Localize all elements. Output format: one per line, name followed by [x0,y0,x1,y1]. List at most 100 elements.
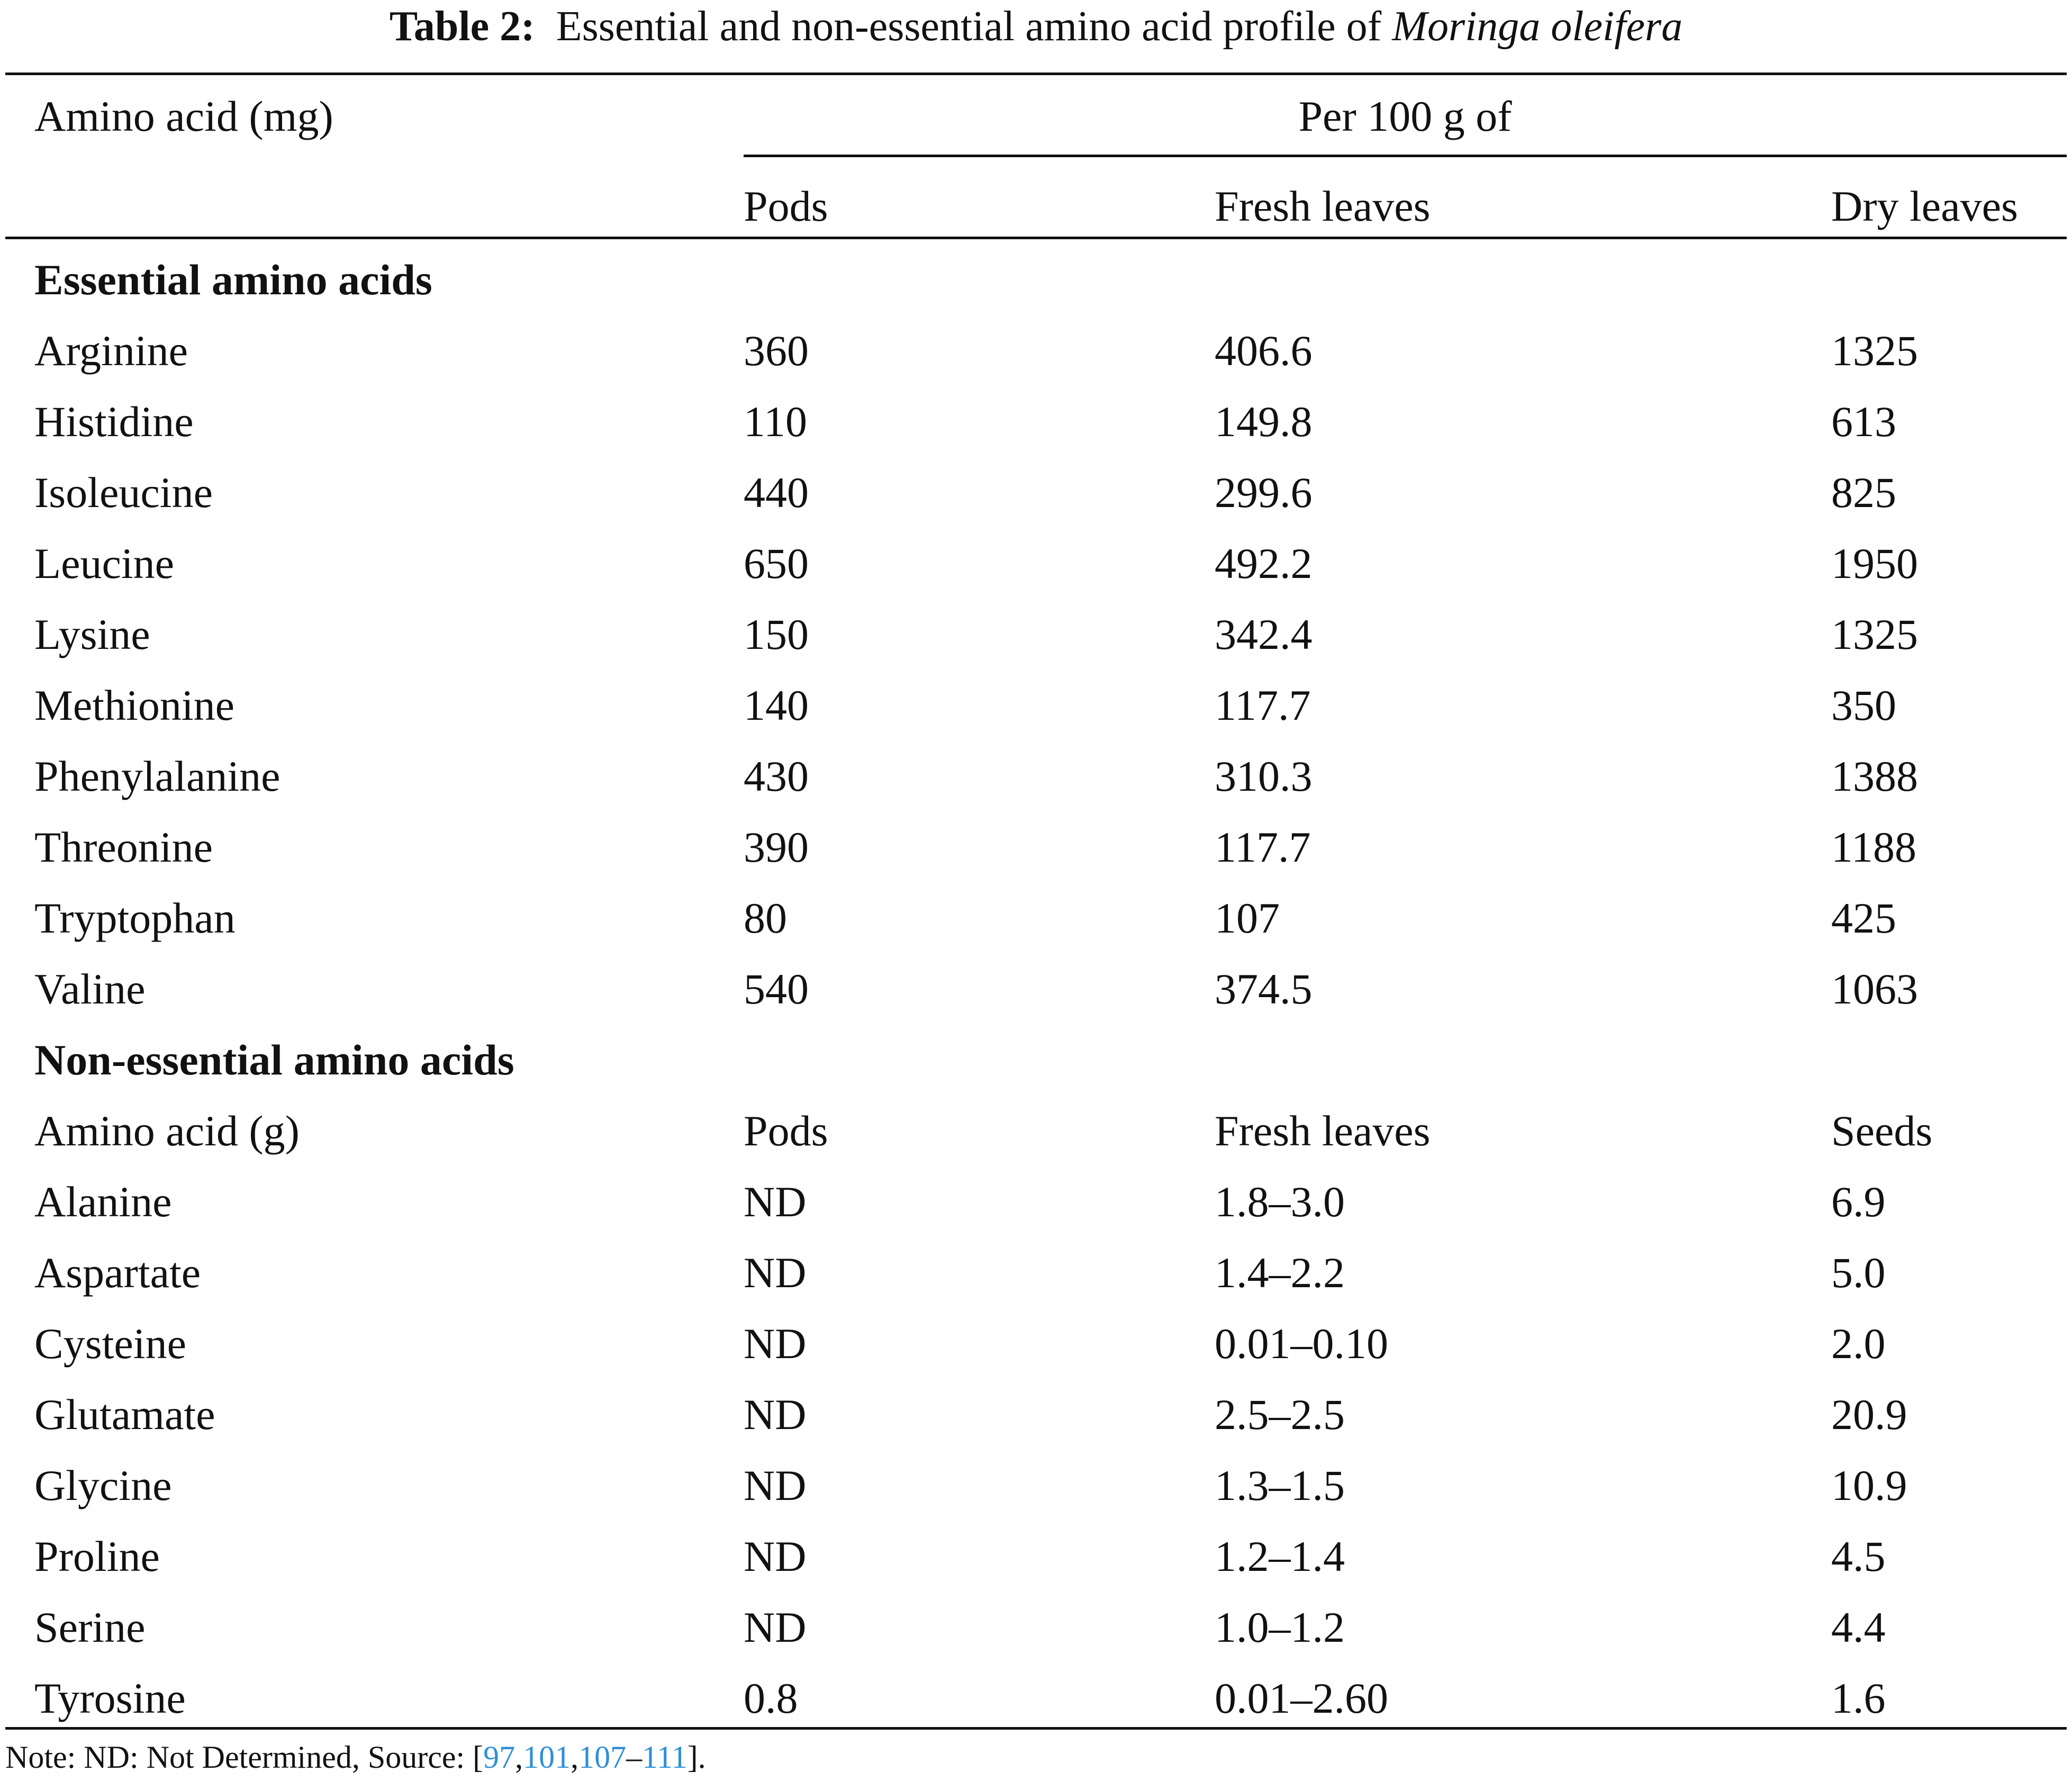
table-cell: 1950 [1831,539,1918,587]
table-cell: 4.4 [1831,1603,1886,1651]
table-cell: ND [744,1249,807,1297]
bottom-rule [5,1727,2067,1730]
table-row-name: Lysine [34,610,150,658]
table-cell: 4.5 [1831,1532,1886,1580]
table-row-name: Isoleucine [34,468,213,517]
table-cell: 1.4–2.2 [1215,1249,1345,1297]
table-cell: 2.0 [1831,1319,1886,1368]
header-pods: Pods [744,182,828,230]
table-cell: 117.7 [1215,681,1311,729]
table-row-name: Glutamate [34,1390,215,1439]
table-row-name: Serine [34,1603,146,1651]
header-fresh-leaves: Fresh leaves [1215,182,1431,230]
table-cell: 80 [744,894,787,942]
subheader-cell: Pods [744,1107,828,1155]
header-amino-acid-mg: Amino acid (mg) [34,92,333,140]
ref-link-101[interactable]: 101 [523,1740,571,1775]
caption-species: Moringa oleifera [1392,3,1683,50]
table-cell: 650 [744,539,809,587]
note-separator: – [626,1740,643,1775]
table-row-name: Valine [34,965,146,1013]
table-cell: 492.2 [1215,539,1313,587]
header-rule [5,237,2067,239]
table-cell: 390 [744,823,809,871]
table-cell: 1.2–1.4 [1215,1532,1345,1580]
table-cell: 117.7 [1215,823,1311,871]
caption-text: Essential and non-essential amino acid p… [556,3,1392,50]
table-cell: 360 [744,327,809,375]
table-row-name: Leucine [34,539,175,587]
table-cell: ND [744,1178,807,1226]
table-cell: 1063 [1831,965,1918,1013]
table-cell: 140 [744,681,809,729]
table-row-name: Threonine [34,823,213,871]
table-caption: Table 2: Essential and non-essential ami… [0,0,2072,53]
table-cell: 374.5 [1215,965,1313,1013]
table-cell: 613 [1831,397,1896,446]
note-separator: , [571,1740,579,1775]
table-cell: ND [744,1603,807,1651]
caption-label: Table 2: [389,3,535,50]
table-cell: ND [744,1319,807,1368]
table-cell: 20.9 [1831,1390,1907,1439]
table-cell: 310.3 [1215,752,1313,800]
table-cell: ND [744,1461,807,1509]
table-cell: 110 [744,397,807,446]
table-row-name: Arginine [34,327,188,375]
table-row-name: Tryptophan [34,894,236,942]
table-cell: 1388 [1831,752,1918,800]
table-cell: 1325 [1831,610,1918,658]
table-cell: 150 [744,610,809,658]
table-cell: 5.0 [1831,1249,1886,1297]
section-nonessential-title: Non-essential amino acids [34,1036,514,1084]
table-cell: 149.8 [1215,397,1313,446]
ref-link-111[interactable]: 111 [642,1740,687,1775]
table-cell: 825 [1831,468,1896,517]
table-cell: 1188 [1831,823,1916,871]
table-cell: 1.3–1.5 [1215,1461,1345,1509]
table-row-name: Cysteine [34,1319,186,1368]
header-dry-leaves: Dry leaves [1831,182,2018,230]
table-cell: 1.8–3.0 [1215,1178,1345,1226]
table-row-name: Tyrosine [34,1674,186,1722]
note-separator: , [515,1740,523,1775]
table-cell: 107 [1215,894,1280,942]
table-cell: 299.6 [1215,468,1313,517]
note-suffix: ]. [687,1740,706,1775]
table-row-name: Aspartate [34,1249,201,1297]
table-cell: 342.4 [1215,610,1313,658]
table-row-name: Methionine [34,681,235,729]
table-cell: 540 [744,965,809,1013]
table-note: Note: ND: Not Determined, Source: [97,10… [5,1733,706,1781]
table-row-name: Glycine [34,1461,172,1509]
table-cell: 2.5–2.5 [1215,1390,1345,1439]
subheader-cell: Amino acid (g) [34,1107,300,1155]
ref-link-97[interactable]: 97 [483,1740,515,1775]
table-cell: 430 [744,752,809,800]
ref-link-107[interactable]: 107 [578,1740,627,1775]
top-rule [5,73,2067,75]
subheader-cell: Seeds [1831,1107,1933,1155]
table-cell: 350 [1831,681,1896,729]
table-cell: 0.8 [744,1674,798,1722]
table-cell: 1325 [1831,327,1918,375]
table-row-name: Histidine [34,397,194,446]
table-cell: 425 [1831,894,1896,942]
table-cell: 1.0–1.2 [1215,1603,1345,1651]
table-row-name: Alanine [34,1178,172,1226]
table-cell: 10.9 [1831,1461,1907,1509]
table-cell: ND [744,1532,807,1580]
table-cell: ND [744,1390,807,1439]
table-cell: 440 [744,468,809,517]
table-cell: 1.6 [1831,1674,1886,1722]
table-row-name: Phenylalanine [34,752,281,800]
table-row-name: Proline [34,1532,160,1580]
header-per-100g: Per 100 g of [1298,92,1512,140]
section-essential-title: Essential amino acids [34,256,432,304]
note-prefix: Note: ND: Not Determined, Source: [ [5,1740,484,1775]
table-cell: 406.6 [1215,327,1313,375]
table-cell: 0.01–0.10 [1215,1319,1388,1368]
table-cell: 6.9 [1831,1178,1886,1226]
group-rule [744,155,2067,157]
table-cell: 0.01–2.60 [1215,1674,1388,1722]
